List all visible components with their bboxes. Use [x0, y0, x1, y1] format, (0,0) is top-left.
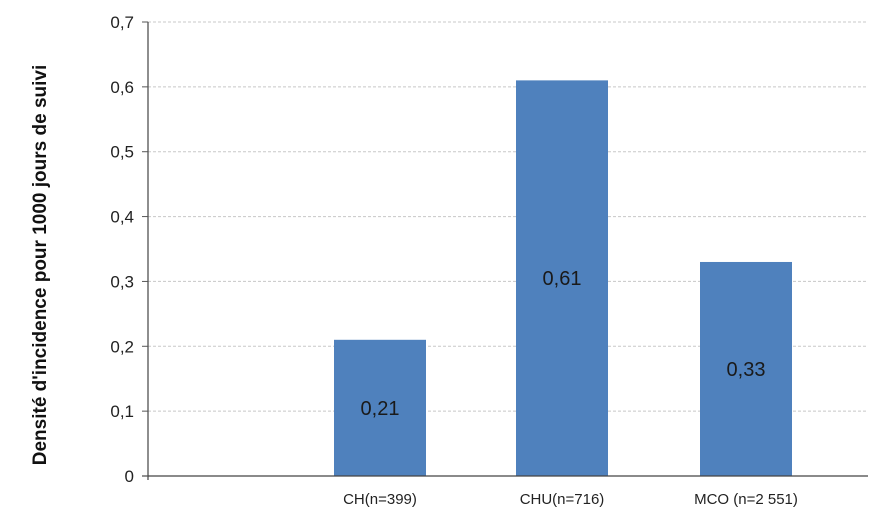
y-tick-label: 0,6	[110, 78, 134, 97]
y-axis-title: Densité d'incidence pour 1000 jours de s…	[30, 65, 51, 465]
y-tick-label: 0,1	[110, 402, 134, 421]
y-tick-label: 0,7	[110, 13, 134, 32]
gridlines	[148, 21, 868, 412]
y-tick-label: 0	[125, 467, 134, 486]
y-tick-label: 0,4	[110, 208, 134, 227]
data-labels: 0,21 0,61 0,33	[361, 268, 766, 420]
y-tick-label: 0,3	[110, 272, 134, 291]
x-axis-labels: CH(n=399) CHU(n=716) MCO (n=2 551)	[343, 491, 798, 508]
bar-value-label: 0,21	[361, 398, 400, 420]
bar-value-label: 0,33	[727, 359, 766, 381]
x-category-label: CH(n=399)	[343, 491, 417, 508]
bar	[700, 261, 792, 476]
y-axis-ticks: 0 0,1 0,2 0,3 0,4 0,5 0,6 0,7	[110, 13, 148, 486]
axes	[142, 22, 868, 480]
bar	[516, 80, 608, 476]
bar-value-label: 0,61	[543, 268, 582, 290]
y-tick-label: 0,2	[110, 337, 134, 356]
bars	[334, 80, 792, 476]
y-tick-label: 0,5	[110, 143, 134, 162]
bar	[334, 339, 426, 476]
x-category-label: MCO (n=2 551)	[694, 491, 798, 508]
x-category-label: CHU(n=716)	[520, 491, 605, 508]
